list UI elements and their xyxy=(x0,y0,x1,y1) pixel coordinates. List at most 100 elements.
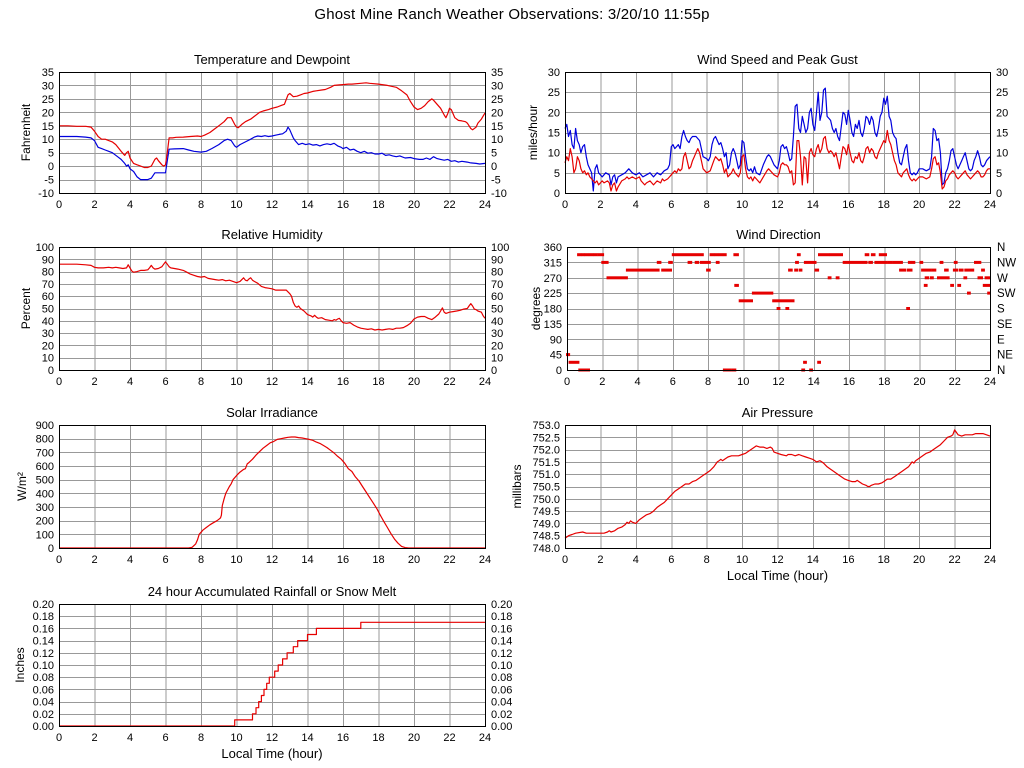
y-tick-label: 20 xyxy=(548,107,560,119)
y-tick-label-right: 0.06 xyxy=(491,684,512,696)
wind-direction-mark xyxy=(937,276,950,280)
y-tick-label: 0.10 xyxy=(33,660,54,672)
wind-direction-mark xyxy=(722,253,727,257)
x-tick-label: 18 xyxy=(372,554,384,566)
y-tick-label-right: 0.04 xyxy=(491,697,512,709)
x-tick-label: 6 xyxy=(162,376,168,388)
wind-direction-mark xyxy=(868,260,873,264)
y-tick-label: 180 xyxy=(544,304,562,316)
y-tick-label: 60 xyxy=(42,291,54,303)
wind-direction-mark xyxy=(566,353,571,357)
y-tick-label: 751.5 xyxy=(532,457,560,469)
y-tick-label: 752.5 xyxy=(532,432,560,444)
y-tick-label: 35 xyxy=(42,67,54,79)
wind-direction-mark xyxy=(953,260,958,264)
wind-direction-mark xyxy=(796,253,801,257)
wind-direction-mark xyxy=(625,268,660,272)
wind-direction-mark xyxy=(772,299,795,303)
y-tick-label: 200 xyxy=(36,516,54,528)
y-tick-label: 749.5 xyxy=(532,506,560,518)
x-tick-label: 20 xyxy=(408,554,420,566)
wind-direction-mark xyxy=(738,299,753,303)
wind-direction-mark xyxy=(907,268,913,272)
x-tick-label: 22 xyxy=(443,732,455,744)
x-tick-label: 6 xyxy=(668,199,674,211)
x-tick-label: 8 xyxy=(198,199,204,211)
chart-title: Temperature and Dewpoint xyxy=(194,52,350,67)
x-tick-label: 8 xyxy=(198,732,204,744)
wind-direction-mark xyxy=(906,307,910,310)
y-tick-label: 45 xyxy=(550,350,562,362)
x-tick-label: 0 xyxy=(56,199,62,211)
wind-direction-mark xyxy=(795,260,799,264)
y-tick-label-right: 35 xyxy=(491,67,503,79)
y-tick-label-right: 70 xyxy=(491,279,503,291)
y-tick-label-right: 10 xyxy=(491,134,503,146)
y-tick-label: 100 xyxy=(36,242,54,254)
y-tick-label-right: -5 xyxy=(491,175,501,187)
x-tick-label: 10 xyxy=(230,554,242,566)
compass-label: SE xyxy=(997,319,1013,331)
wind-direction-mark xyxy=(597,253,605,257)
y-tick-label-right: 5 xyxy=(491,148,497,160)
wind-direction-mark xyxy=(709,253,715,257)
x-tick-label: 0 xyxy=(564,376,570,388)
x-tick-label: 4 xyxy=(634,376,640,388)
y-tick-label-right: 30 xyxy=(491,80,503,92)
y-tick-label: 20 xyxy=(42,107,54,119)
y-tick-label: 25 xyxy=(548,87,560,99)
x-tick-label: 12 xyxy=(771,199,783,211)
page-title: Ghost Mine Ranch Weather Observations: 3… xyxy=(314,6,710,23)
y-tick-label: 10 xyxy=(42,134,54,146)
y-tick-label-right: 15 xyxy=(996,128,1008,140)
y-tick-label: 748.5 xyxy=(532,531,560,543)
wind-direction-mark xyxy=(733,253,739,257)
compass-label: N xyxy=(997,242,1005,254)
x-tick-label: 6 xyxy=(670,376,676,388)
compass-label: NW xyxy=(997,257,1016,269)
y-tick-label-right: -10 xyxy=(491,188,507,200)
wind-direction-mark xyxy=(568,360,580,364)
series-accumulated_rainfall xyxy=(59,621,485,727)
y-tick-label: 30 xyxy=(548,67,560,79)
y-tick-label-right: 0 xyxy=(996,188,1002,200)
x-tick-label: 18 xyxy=(372,732,384,744)
x-tick-label: 4 xyxy=(633,554,639,566)
plot-frame xyxy=(59,425,486,549)
y-tick-label: 315 xyxy=(544,257,562,269)
wind-direction-mark xyxy=(829,253,843,257)
wind-direction-mark xyxy=(818,253,830,257)
wind-direction-mark xyxy=(734,283,739,287)
x-tick-label: 2 xyxy=(597,554,603,566)
wind-direction-mark xyxy=(706,268,711,272)
x-tick-label: 14 xyxy=(807,554,819,566)
y-axis-label: Inches xyxy=(13,647,27,682)
y-tick-label: 0.08 xyxy=(33,672,54,684)
wind-direction-mark xyxy=(776,307,781,310)
wind-direction-mark xyxy=(967,291,971,295)
y-tick-label: 900 xyxy=(36,420,54,432)
chart-solar_irradiance: Solar Irradiance010020030040050060070080… xyxy=(15,405,491,566)
x-tick-label: 14 xyxy=(301,554,313,566)
wind-direction-mark xyxy=(887,260,893,264)
x-tick-label: 4 xyxy=(127,376,133,388)
x-tick-label: 12 xyxy=(266,199,278,211)
y-axis-label: millibars xyxy=(510,464,524,508)
y-tick-label: 225 xyxy=(544,288,562,300)
y-tick-label: 90 xyxy=(42,254,54,266)
wind-direction-mark xyxy=(803,260,817,264)
chart-title: 24 hour Accumulated Rainfall or Snow Mel… xyxy=(148,584,397,599)
x-tick-label: 10 xyxy=(230,199,242,211)
y-tick-label: 0.02 xyxy=(33,709,54,721)
wind-direction-mark xyxy=(963,276,968,280)
wind-direction-mark xyxy=(907,260,912,264)
chart-title: Relative Humidity xyxy=(221,227,323,242)
x-tick-label: 2 xyxy=(91,376,97,388)
y-tick-label: 750.5 xyxy=(532,482,560,494)
y-tick-label: 15 xyxy=(42,121,54,133)
y-tick-label: -10 xyxy=(38,188,54,200)
wind-direction-mark xyxy=(794,268,798,272)
y-tick-label: 500 xyxy=(36,475,54,487)
